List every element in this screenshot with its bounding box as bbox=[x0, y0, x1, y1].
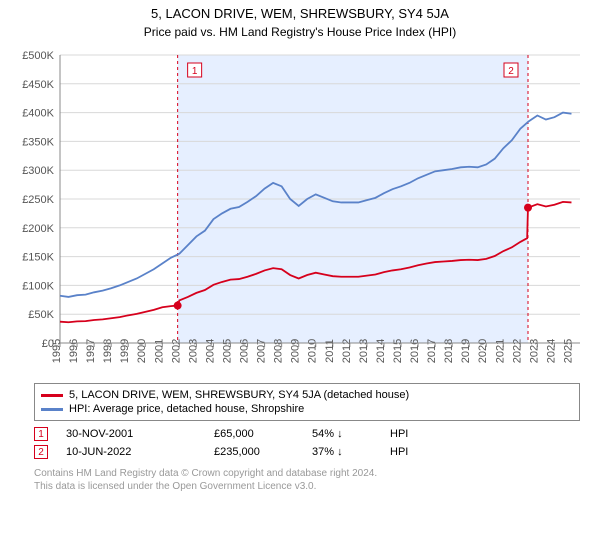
x-tick-label: 2004 bbox=[204, 339, 216, 363]
chart-subtitle: Price paid vs. HM Land Registry's House … bbox=[0, 21, 600, 39]
footnote-line-2: This data is licensed under the Open Gov… bbox=[34, 480, 580, 493]
sale-date: 10-JUN-2022 bbox=[66, 446, 196, 458]
x-tick-label: 2016 bbox=[409, 339, 421, 363]
footnote-line-1: Contains HM Land Registry data © Crown c… bbox=[34, 467, 580, 480]
x-tick-label: 2024 bbox=[545, 339, 557, 363]
y-tick-label: £500K bbox=[22, 50, 54, 62]
x-tick-label: 2013 bbox=[358, 339, 370, 363]
legend-label: 5, LACON DRIVE, WEM, SHREWSBURY, SY4 5JA… bbox=[69, 389, 409, 401]
legend-swatch bbox=[41, 408, 63, 411]
svg-text:1: 1 bbox=[192, 66, 198, 77]
x-tick-label: 2003 bbox=[187, 339, 199, 363]
x-tick-label: 2020 bbox=[477, 339, 489, 363]
sale-badge: 2 bbox=[34, 445, 48, 459]
sale-pct: 54% ↓ bbox=[312, 428, 372, 440]
x-tick-label: 2017 bbox=[426, 339, 438, 363]
y-tick-label: £150K bbox=[22, 252, 54, 264]
x-tick-label: 2009 bbox=[290, 339, 302, 363]
x-tick-label: 2012 bbox=[341, 339, 353, 363]
y-tick-label: £100K bbox=[22, 280, 54, 292]
legend-swatch bbox=[41, 394, 63, 397]
legend-row: HPI: Average price, detached house, Shro… bbox=[41, 402, 573, 416]
x-tick-label: 2010 bbox=[307, 339, 319, 363]
x-tick-label: 2000 bbox=[136, 339, 148, 363]
sale-price: £65,000 bbox=[214, 428, 294, 440]
sale-cmp: HPI bbox=[390, 428, 408, 440]
x-tick-label: 1998 bbox=[102, 339, 114, 363]
legend-row: 5, LACON DRIVE, WEM, SHREWSBURY, SY4 5JA… bbox=[41, 388, 573, 402]
x-tick-label: 2025 bbox=[562, 339, 574, 363]
chart-title: 5, LACON DRIVE, WEM, SHREWSBURY, SY4 5JA bbox=[0, 0, 600, 21]
chart-area: £0£50K£100K£150K£200K£250K£300K£350K£400… bbox=[10, 47, 590, 377]
x-tick-label: 2007 bbox=[256, 339, 268, 363]
x-tick-label: 2018 bbox=[443, 339, 455, 363]
legend-label: HPI: Average price, detached house, Shro… bbox=[69, 403, 304, 415]
y-tick-label: £200K bbox=[22, 223, 54, 235]
y-tick-label: £300K bbox=[22, 165, 54, 177]
y-tick-label: £50K bbox=[28, 309, 54, 321]
sales-row: 1 30-NOV-2001 £65,000 54% ↓ HPI bbox=[34, 425, 580, 443]
x-tick-label: 2019 bbox=[460, 339, 472, 363]
y-tick-label: £250K bbox=[22, 194, 54, 206]
x-tick-label: 2008 bbox=[273, 339, 285, 363]
x-tick-label: 2002 bbox=[170, 339, 182, 363]
sale-cmp: HPI bbox=[390, 446, 408, 458]
legend: 5, LACON DRIVE, WEM, SHREWSBURY, SY4 5JA… bbox=[34, 383, 580, 421]
price-chart-svg: £0£50K£100K£150K£200K£250K£300K£350K£400… bbox=[10, 47, 586, 377]
x-tick-label: 1995 bbox=[51, 339, 63, 363]
sale-price: £235,000 bbox=[214, 446, 294, 458]
y-tick-label: £400K bbox=[22, 108, 54, 120]
sale-badge: 1 bbox=[34, 427, 48, 441]
x-tick-label: 1997 bbox=[85, 339, 97, 363]
x-tick-label: 2023 bbox=[528, 339, 540, 363]
x-tick-label: 2005 bbox=[221, 339, 233, 363]
sale-point bbox=[174, 302, 182, 310]
x-tick-label: 1996 bbox=[68, 339, 80, 363]
sale-point bbox=[524, 204, 532, 212]
sales-row: 2 10-JUN-2022 £235,000 37% ↓ HPI bbox=[34, 443, 580, 461]
y-tick-label: £350K bbox=[22, 136, 54, 148]
sale-date: 30-NOV-2001 bbox=[66, 428, 196, 440]
x-tick-label: 2015 bbox=[392, 339, 404, 363]
sale-marker: 1 bbox=[188, 63, 202, 77]
x-tick-label: 2021 bbox=[494, 339, 506, 363]
x-tick-label: 2001 bbox=[153, 339, 165, 363]
svg-text:2: 2 bbox=[508, 66, 514, 77]
sale-marker: 2 bbox=[504, 63, 518, 77]
x-tick-label: 2014 bbox=[375, 339, 387, 363]
sales-table: 1 30-NOV-2001 £65,000 54% ↓ HPI 2 10-JUN-2022 £… bbox=[34, 425, 580, 461]
x-tick-label: 2006 bbox=[239, 339, 251, 363]
x-tick-label: 1999 bbox=[119, 339, 131, 363]
footnote: Contains HM Land Registry data © Crown c… bbox=[34, 467, 580, 493]
sale-pct: 37% ↓ bbox=[312, 446, 372, 458]
x-tick-label: 2022 bbox=[511, 339, 523, 363]
y-tick-label: £450K bbox=[22, 79, 54, 91]
